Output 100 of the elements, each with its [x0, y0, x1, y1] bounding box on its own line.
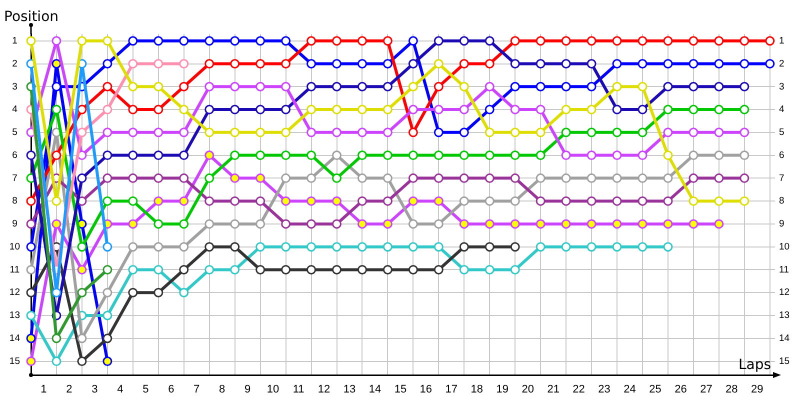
point — [256, 36, 266, 46]
point — [714, 59, 724, 68]
point — [230, 219, 240, 229]
point — [77, 242, 87, 252]
point — [230, 104, 240, 114]
point — [230, 128, 240, 138]
x-tick-label: 8 — [219, 384, 226, 396]
point — [77, 36, 87, 46]
point — [586, 242, 596, 252]
x-tick-label: 17 — [445, 384, 458, 396]
point — [586, 196, 596, 206]
point — [256, 150, 266, 160]
point — [382, 196, 392, 206]
point — [638, 59, 648, 68]
point — [179, 219, 189, 229]
point — [740, 128, 750, 138]
y2-tick-label: 2 — [779, 58, 784, 70]
y2-tick-label: 12 — [779, 287, 790, 298]
point — [561, 128, 571, 138]
point — [306, 104, 316, 114]
point — [459, 264, 469, 274]
point — [382, 82, 392, 92]
point — [484, 150, 494, 160]
point — [484, 59, 494, 68]
point — [765, 59, 775, 68]
point — [434, 150, 444, 160]
point — [281, 82, 291, 92]
point — [561, 173, 571, 183]
point — [128, 150, 138, 160]
point — [52, 334, 62, 344]
y-tick-label: 9 — [12, 218, 18, 230]
point — [484, 104, 494, 114]
point — [612, 219, 622, 229]
point — [230, 173, 240, 183]
point — [459, 59, 469, 68]
y-tick-label: 5 — [12, 127, 18, 138]
x-tick-label: 29 — [751, 384, 764, 396]
point — [154, 36, 164, 46]
point — [484, 196, 494, 206]
point — [561, 36, 571, 46]
point — [102, 196, 112, 206]
point — [306, 219, 316, 229]
point — [102, 288, 112, 298]
point — [536, 36, 546, 46]
point — [179, 104, 189, 114]
point — [154, 150, 164, 160]
point — [663, 36, 673, 46]
point — [256, 104, 266, 114]
x-tick-label: 23 — [598, 384, 610, 396]
point — [332, 104, 342, 114]
point — [26, 334, 36, 344]
point — [332, 196, 342, 206]
point — [740, 104, 750, 114]
point — [26, 288, 36, 298]
point — [256, 219, 266, 229]
point — [204, 104, 214, 114]
point — [612, 59, 622, 68]
x-tick-label: 7 — [194, 384, 200, 396]
point — [740, 36, 750, 46]
point — [179, 288, 189, 298]
point — [484, 173, 494, 183]
point — [612, 36, 622, 46]
point — [77, 264, 87, 274]
point — [612, 104, 622, 114]
point — [179, 36, 189, 46]
point — [612, 82, 622, 92]
point — [586, 82, 596, 92]
y-tick-label: 10 — [9, 241, 20, 252]
x-tick-label: 2 — [66, 384, 72, 396]
point — [306, 59, 316, 68]
y-tick-label: 1 — [12, 35, 18, 46]
point — [714, 36, 724, 46]
point — [714, 104, 724, 114]
point — [256, 59, 266, 68]
point — [663, 173, 673, 183]
point — [306, 150, 316, 160]
point — [179, 150, 189, 160]
point — [52, 356, 62, 366]
point — [154, 59, 164, 68]
point — [128, 59, 138, 68]
point — [740, 173, 750, 183]
point — [586, 219, 596, 229]
x-tick-label: 21 — [547, 384, 560, 396]
point — [714, 150, 724, 160]
point — [204, 219, 214, 229]
x-tick-label: 10 — [266, 384, 280, 396]
point — [459, 82, 469, 92]
point — [357, 242, 367, 252]
point — [561, 196, 571, 206]
point — [484, 264, 494, 274]
point — [230, 82, 240, 92]
point — [306, 128, 316, 138]
point — [357, 128, 367, 138]
point — [52, 196, 62, 206]
point — [510, 173, 520, 183]
point — [434, 36, 444, 46]
point — [536, 150, 546, 160]
point — [714, 173, 724, 183]
x-tick-label: 14 — [368, 384, 382, 396]
point — [740, 150, 750, 160]
